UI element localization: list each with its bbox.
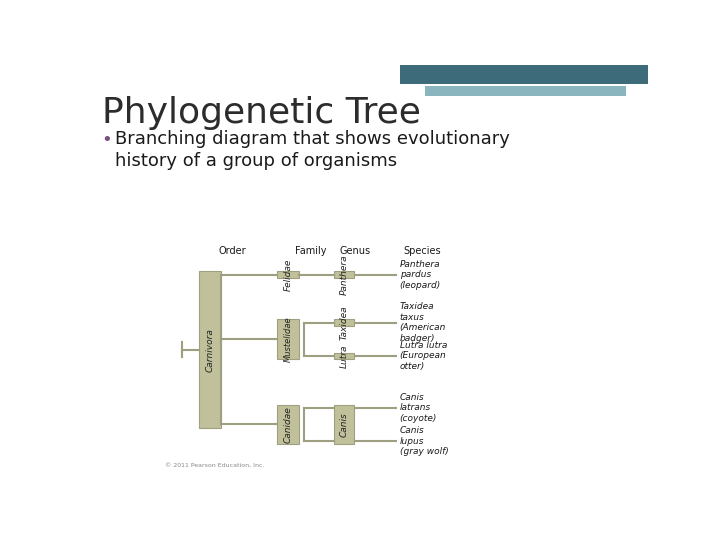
Bar bbox=[199, 272, 221, 428]
Bar bbox=[277, 404, 300, 444]
Text: history of a group of organisms: history of a group of organisms bbox=[115, 152, 397, 170]
Text: Branching diagram that shows evolutionary: Branching diagram that shows evolutionar… bbox=[115, 131, 510, 149]
Text: Canis
lupus
(gray wolf): Canis lupus (gray wolf) bbox=[400, 426, 449, 456]
Text: Canis: Canis bbox=[339, 412, 348, 437]
Bar bbox=[334, 353, 354, 359]
Text: Panthera: Panthera bbox=[339, 254, 348, 295]
Text: Genus: Genus bbox=[340, 246, 371, 255]
Text: Felidae: Felidae bbox=[284, 259, 292, 291]
Text: Order: Order bbox=[218, 246, 246, 255]
Text: Family: Family bbox=[294, 246, 326, 255]
Text: Canidae: Canidae bbox=[284, 406, 292, 443]
Text: Phylogenetic Tree: Phylogenetic Tree bbox=[102, 96, 421, 130]
Bar bbox=[277, 272, 300, 278]
Bar bbox=[334, 272, 354, 278]
Text: Taxidea
taxus
(American
badger): Taxidea taxus (American badger) bbox=[400, 302, 446, 343]
Text: Canis
latrans
(coyote): Canis latrans (coyote) bbox=[400, 393, 437, 423]
Text: Panthera
pardus
(leopard): Panthera pardus (leopard) bbox=[400, 260, 441, 290]
Text: Mustelidae: Mustelidae bbox=[284, 316, 292, 362]
Bar bbox=[334, 404, 354, 444]
Bar bbox=[277, 319, 300, 359]
Text: Carnivora: Carnivora bbox=[205, 328, 215, 372]
Text: •: • bbox=[101, 131, 112, 150]
Bar bbox=[334, 319, 354, 326]
Text: Lutra lutra
(European
otter): Lutra lutra (European otter) bbox=[400, 341, 447, 371]
Text: Taxidea: Taxidea bbox=[339, 305, 348, 340]
Bar bbox=[425, 85, 626, 96]
Bar bbox=[400, 65, 648, 84]
Text: © 2011 Pearson Education, Inc.: © 2011 Pearson Education, Inc. bbox=[166, 462, 265, 467]
Text: Lutra: Lutra bbox=[339, 344, 348, 368]
Text: Species: Species bbox=[403, 246, 441, 255]
